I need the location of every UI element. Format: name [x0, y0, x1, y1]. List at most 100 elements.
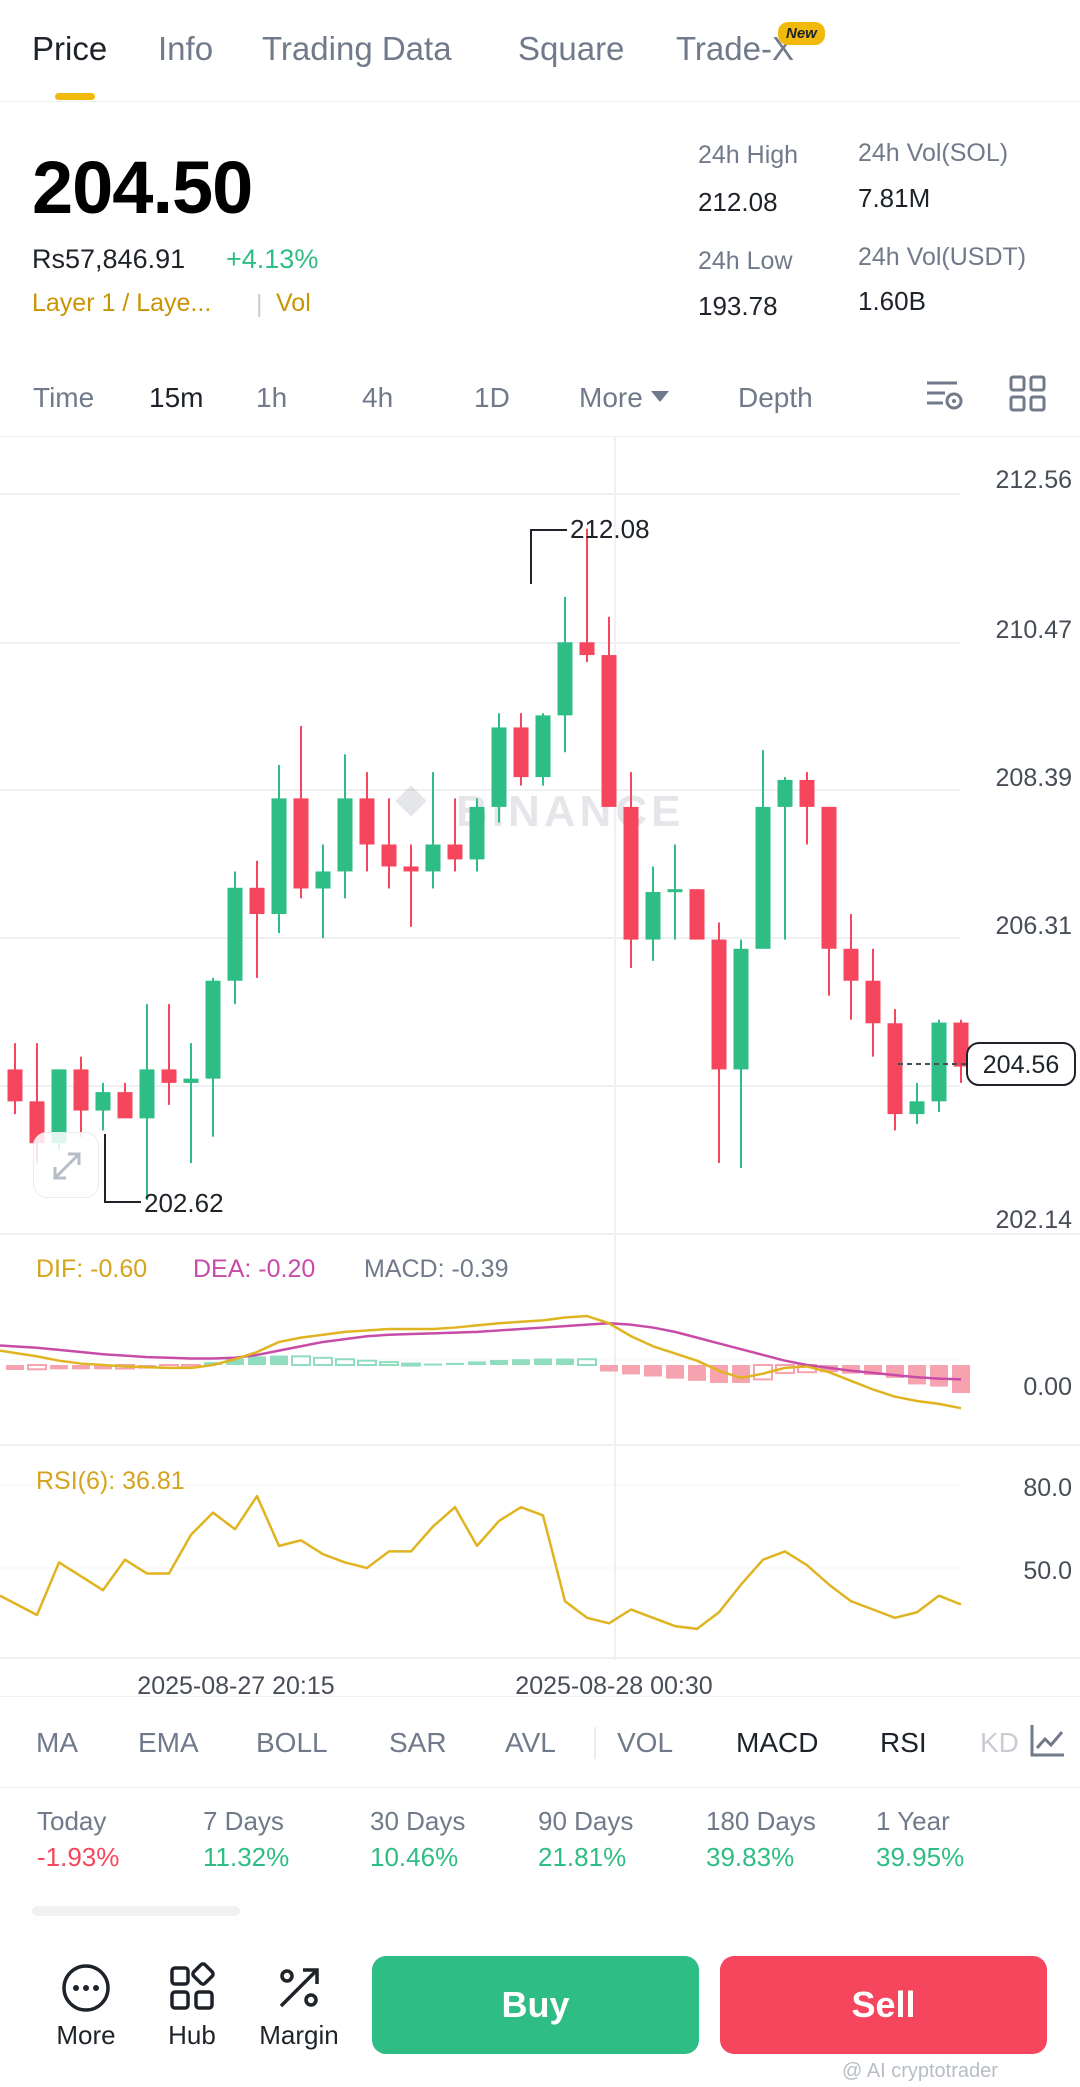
category-tag[interactable]: Layer 1 / Laye...: [32, 289, 212, 317]
candle-body: [359, 798, 375, 845]
candle-body: [865, 980, 881, 1024]
interval-time[interactable]: Time: [33, 382, 95, 413]
interval-15m[interactable]: 15m: [149, 382, 204, 413]
macd-histogram-bar: [6, 1365, 24, 1371]
vol-sol-value: 7.81M: [858, 183, 931, 213]
indicator-boll[interactable]: BOLL: [256, 1727, 328, 1758]
margin-label[interactable]: Margin: [259, 2020, 339, 2050]
candle-body: [887, 1023, 903, 1115]
macd-dea-label: DEA: -0.20: [193, 1255, 316, 1283]
macd-histogram-bar: [534, 1358, 552, 1365]
indicator-divider: [594, 1727, 596, 1759]
candle-body: [843, 948, 859, 981]
tab-trading-data[interactable]: Trading Data: [262, 30, 452, 67]
perf-label-30d: 30 Days: [370, 1806, 466, 1836]
candle-body: [667, 889, 683, 893]
candle-body: [491, 727, 507, 807]
indicator-kd[interactable]: KD: [980, 1727, 1019, 1758]
candle-body: [623, 806, 639, 940]
fiat-price: Rs57,846.91: [32, 244, 186, 274]
macd-value-label: MACD: -0.39: [364, 1255, 509, 1283]
candle-body: [931, 1022, 947, 1102]
macd-histogram-bar: [270, 1355, 288, 1365]
candle-body: [227, 887, 243, 981]
margin-button[interactable]: [249, 1962, 349, 2019]
tab-trade-x[interactable]: Trade-X: [676, 30, 794, 67]
vol-usdt-value: 1.60B: [858, 286, 926, 316]
macd-histogram-bar: [512, 1359, 530, 1365]
hub-button[interactable]: [142, 1962, 242, 2019]
tab-price[interactable]: Price: [32, 30, 108, 67]
candle-body: [161, 1069, 177, 1083]
candle-body: [425, 844, 441, 872]
macd-histogram-bar: [401, 1362, 421, 1367]
indicator-avl[interactable]: AVL: [505, 1727, 556, 1758]
more-label[interactable]: More: [56, 2020, 116, 2050]
macd-histogram-bar: [600, 1365, 618, 1372]
indicator-sar[interactable]: SAR: [389, 1727, 447, 1758]
macd-histogram-bar: [226, 1358, 244, 1365]
margin-icon: [279, 1968, 319, 2008]
indicator-vol[interactable]: VOL: [617, 1727, 674, 1758]
candle-body: [315, 871, 331, 889]
depth-tab[interactable]: Depth: [738, 382, 813, 413]
buy-button[interactable]: Buy: [372, 1956, 699, 2054]
price-chart[interactable]: BINANCE 212.56 210.47 208.39 206.31 202.…: [0, 436, 1080, 1696]
more-label: More: [579, 382, 643, 413]
tab-info[interactable]: Info: [158, 30, 214, 67]
tab-square[interactable]: Square: [518, 30, 625, 67]
interval-4h[interactable]: 4h: [362, 382, 394, 413]
fullscreen-button[interactable]: [33, 1132, 99, 1198]
macd-histogram-bar: [248, 1356, 266, 1365]
candle-body: [821, 806, 837, 949]
interval-1h[interactable]: 1h: [256, 382, 288, 413]
perf-label-today: Today: [37, 1806, 107, 1836]
macd-histogram-bar: [644, 1365, 662, 1377]
hub-label[interactable]: Hub: [168, 2020, 216, 2050]
perf-label-1y: 1 Year: [876, 1806, 950, 1836]
perf-value-30d: 10.46%: [370, 1842, 459, 1872]
y-axis-label: 206.31: [996, 912, 1072, 940]
indicator-ma[interactable]: MA: [36, 1727, 78, 1758]
chart-grid: [0, 436, 1080, 1660]
x-axis-label: 2025-08-27 20:15: [137, 1672, 334, 1696]
candle-body: [645, 892, 661, 940]
vol-tag[interactable]: Vol: [276, 289, 311, 317]
low-24h-value: 193.78: [698, 291, 778, 321]
last-price: 204.50: [32, 146, 253, 229]
macd-histogram-bar: [313, 1356, 333, 1367]
chart-settings-icon[interactable]: [924, 374, 964, 414]
candle-body: [249, 887, 265, 915]
more-button[interactable]: [36, 1962, 136, 2019]
y-axis-label: 208.39: [996, 764, 1072, 792]
current-price-tag: [966, 1042, 1076, 1086]
macd-histogram-bar: [424, 1363, 442, 1366]
candle-body: [777, 779, 793, 807]
candle-body: [513, 727, 529, 778]
candle-body: [381, 844, 397, 867]
candle-body: [469, 806, 485, 860]
high-24h-label: 24h High: [698, 141, 799, 169]
macd-histogram-bar: [50, 1365, 68, 1370]
indicator-macd[interactable]: MACD: [736, 1727, 819, 1758]
indicator-ema[interactable]: EMA: [138, 1727, 199, 1758]
macd-histogram-bar: [291, 1355, 311, 1366]
sell-button[interactable]: Sell: [720, 1956, 1047, 2054]
rsi-line: [0, 1494, 962, 1631]
vol-usdt-label: 24h Vol(USDT): [858, 243, 1027, 271]
candle-body: [953, 1022, 969, 1067]
candle-body: [909, 1101, 925, 1115]
perf-value-90d: 21.81%: [538, 1842, 627, 1872]
layout-grid-icon[interactable]: [1008, 374, 1048, 414]
macd-zero-label: 0.00: [1023, 1373, 1072, 1401]
candle-body: [689, 889, 705, 940]
y-axis-label: 202.14: [996, 1206, 1073, 1234]
indicator-rsi[interactable]: RSI: [880, 1727, 927, 1758]
indicator-settings-icon[interactable]: [1028, 1721, 1068, 1761]
interval-more-dropdown[interactable]: More: [579, 382, 669, 414]
perf-value-today: -1.93%: [37, 1842, 120, 1872]
macd-histogram-bar: [556, 1358, 574, 1365]
y-axis-label: 212.56: [996, 466, 1072, 494]
price-change-percent: +4.13%: [226, 244, 319, 274]
interval-1d[interactable]: 1D: [474, 382, 510, 413]
